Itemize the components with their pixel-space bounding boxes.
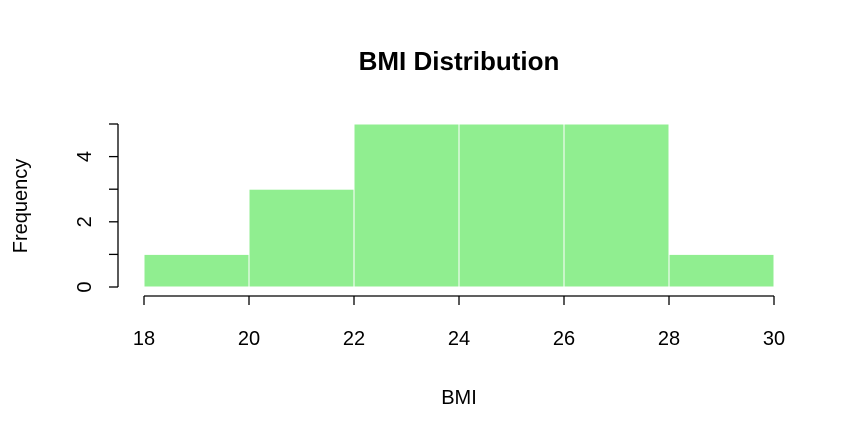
histogram-bar-4 (563, 123, 670, 288)
x-tick-label-5: 28 (658, 328, 680, 350)
histogram-bar-1 (248, 188, 355, 288)
histogram-bar-3 (458, 123, 565, 288)
y-axis-label: Frequency (10, 159, 32, 254)
x-axis: 18 20 22 24 26 28 30 (133, 295, 785, 350)
histogram-bar-0 (143, 253, 250, 288)
y-tick-label-1: 2 (74, 216, 96, 227)
y-tick-label-2: 4 (74, 151, 96, 162)
y-tick-label-0: 0 (74, 281, 96, 292)
bars-group (143, 123, 775, 288)
histogram-bar-5 (668, 253, 775, 288)
x-tick-label-6: 30 (763, 328, 785, 350)
x-tick-label-0: 18 (133, 328, 155, 350)
chart-title: BMI Distribution (359, 46, 560, 76)
x-tick-label-2: 22 (343, 328, 365, 350)
x-axis-label: BMI (441, 387, 477, 409)
y-axis: 0 2 4 (74, 123, 119, 293)
x-tick-label-4: 26 (553, 328, 575, 350)
x-tick-label-3: 24 (448, 328, 470, 350)
x-tick-label-1: 20 (238, 328, 260, 350)
histogram-bar-2 (353, 123, 460, 288)
